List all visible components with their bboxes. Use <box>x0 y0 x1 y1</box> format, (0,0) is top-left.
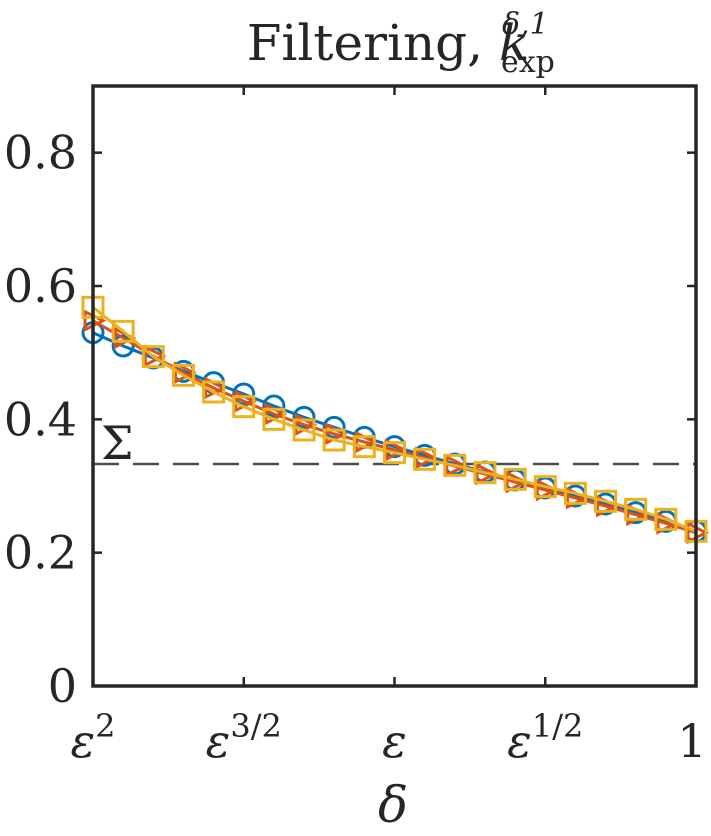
chart-title-main: Filtering, <box>247 14 499 72</box>
data-point-circle <box>292 405 316 429</box>
data-point-square <box>443 453 467 477</box>
chart-title: Filtering, k <box>247 14 530 72</box>
chart-title-superscript: δ,1 <box>502 7 549 42</box>
x-tick-label: ε <box>382 714 407 768</box>
x-axis-label: δ <box>378 776 408 834</box>
data-point-square <box>473 461 497 485</box>
x-tick-exponent: 3/2 <box>230 707 282 745</box>
data-point-square <box>352 435 376 459</box>
x-tick-label: ε1/2 <box>507 707 583 768</box>
x-tick-base: ε <box>70 714 95 768</box>
y-tick-label: 0.2 <box>4 526 77 580</box>
series-triangle-right <box>83 309 710 545</box>
data-point-square <box>563 481 587 505</box>
x-tick-base: 1 <box>677 714 706 768</box>
data-point-square <box>383 441 406 465</box>
y-tick-label: 0.6 <box>4 259 77 313</box>
data-point-triangle <box>143 344 167 368</box>
y-tick-label: 0.8 <box>4 126 77 180</box>
data-point-triangle <box>505 470 529 494</box>
x-tick-exponent: 1/2 <box>532 707 584 745</box>
data-point-square <box>533 475 557 499</box>
data-point-square <box>503 467 527 491</box>
series-line-square <box>92 306 697 533</box>
data-point-square <box>202 380 226 404</box>
chart-title-symbol: k <box>499 14 529 72</box>
data-point-square <box>262 407 286 431</box>
y-tick-label: 0.4 <box>4 392 77 446</box>
x-tick-label: 1 <box>677 714 706 768</box>
data-point-square <box>624 497 648 521</box>
data-point-square <box>654 507 678 531</box>
chart-title-subscript: exp <box>501 45 555 80</box>
ticks-layer: 00.20.40.60.8ε2 ε3/2 ε ε1/2 1 <box>4 86 707 768</box>
x-tick-base: ε <box>382 714 407 768</box>
data-point-square <box>141 345 165 369</box>
x-tick-base: ε <box>206 714 231 768</box>
sigma-annotation: Σ <box>101 416 134 470</box>
data-point-square <box>594 489 618 513</box>
data-point-circle <box>111 334 135 358</box>
data-point-square <box>292 418 316 442</box>
data-point-square <box>171 363 195 387</box>
data-point-square <box>232 395 256 419</box>
data-point-triangle <box>445 454 469 478</box>
series-layer <box>81 295 710 545</box>
x-tick-label: ε3/2 <box>206 707 282 768</box>
data-point-circle <box>262 394 286 418</box>
data-point-circle <box>232 382 256 406</box>
data-point-square <box>322 428 346 452</box>
data-point-square <box>111 319 135 343</box>
x-tick-base: ε <box>507 714 532 768</box>
data-point-square <box>413 447 437 471</box>
y-tick-label: 0 <box>48 659 77 713</box>
x-tick-exponent: 2 <box>95 707 115 745</box>
data-point-triangle <box>475 462 499 486</box>
x-tick-label: ε2 <box>70 707 115 768</box>
